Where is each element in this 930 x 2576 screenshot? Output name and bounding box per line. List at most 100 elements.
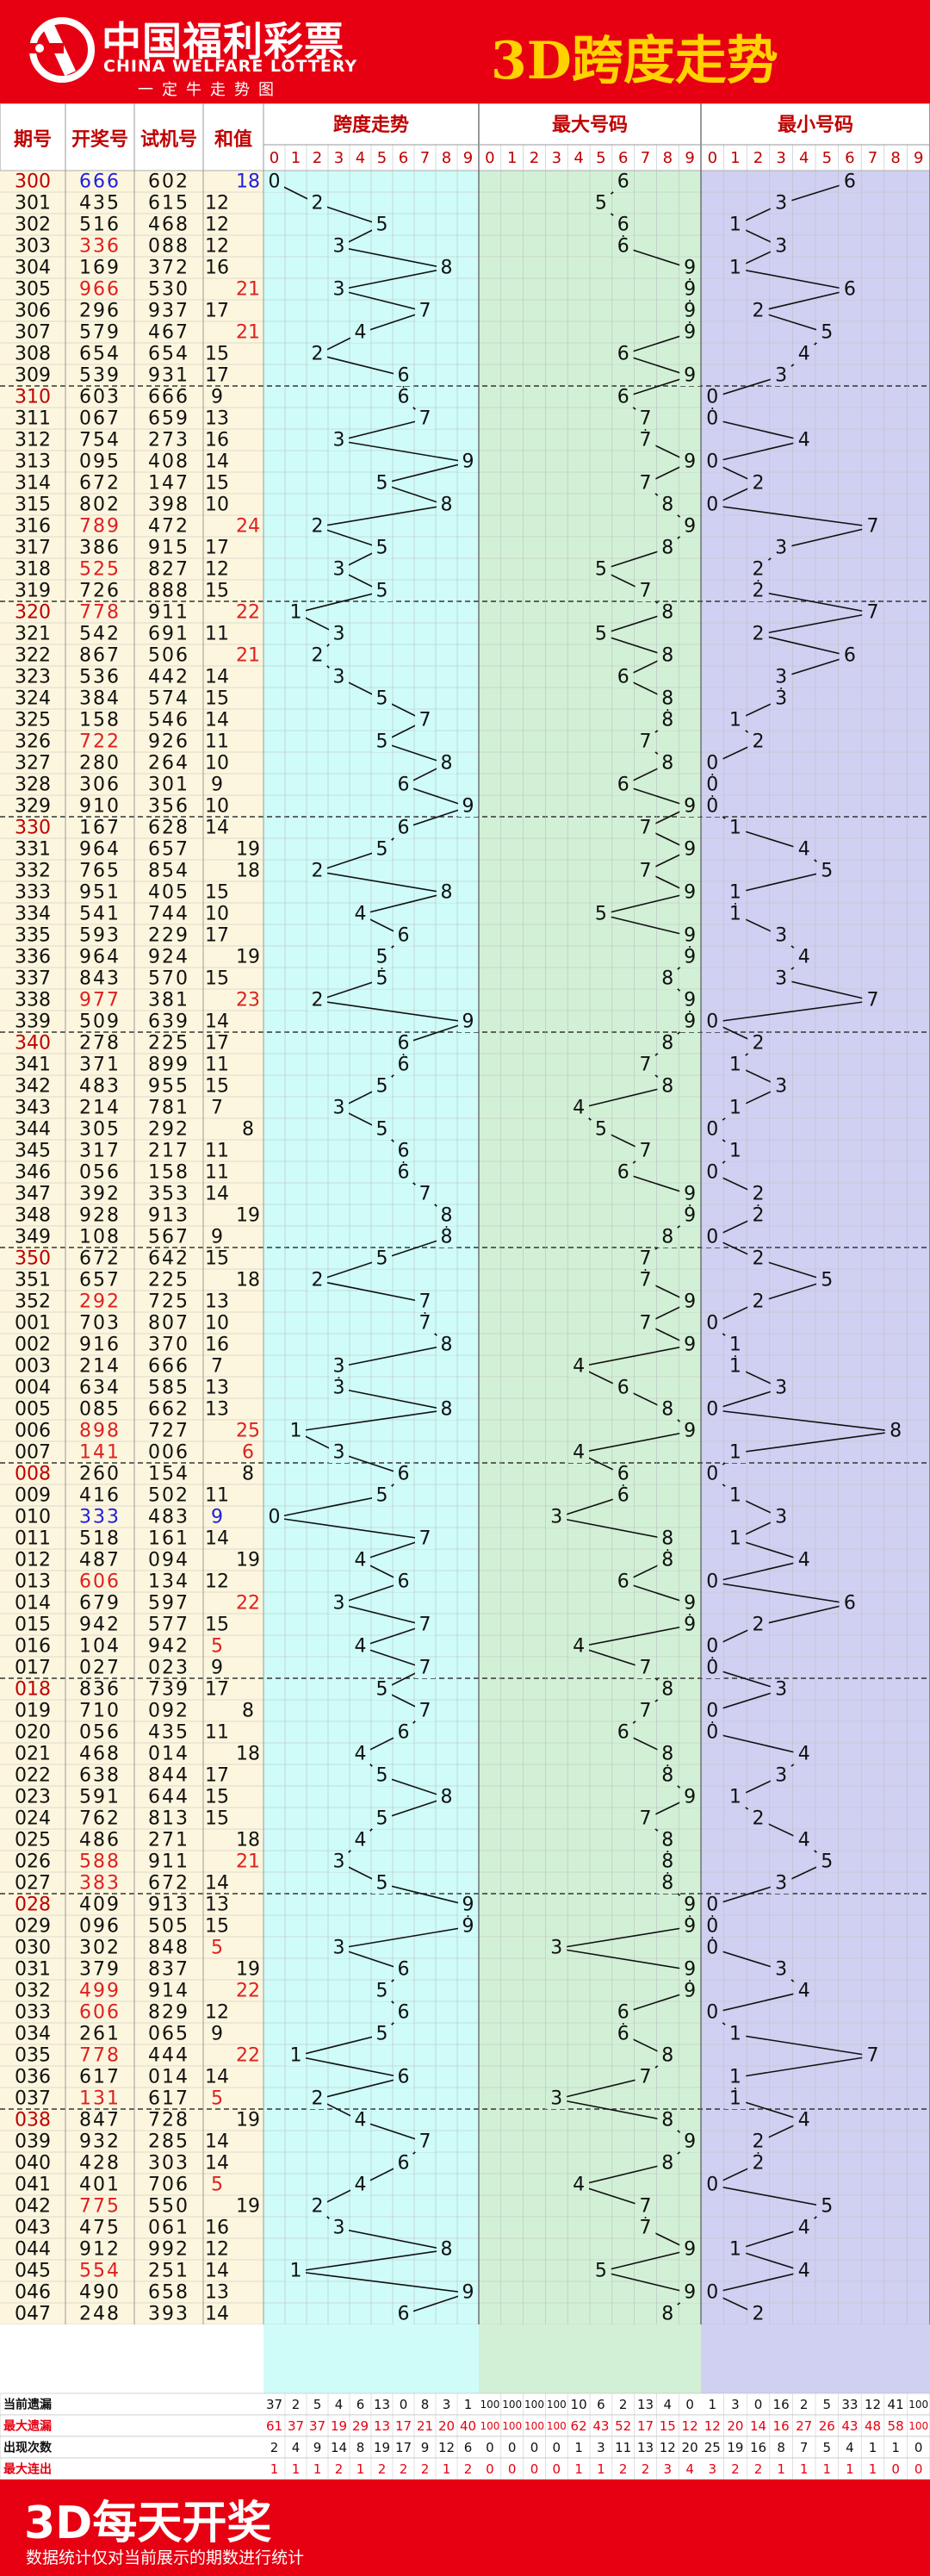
stats-value-span: 19 [374,2440,390,2455]
test-cell: 014 [148,1744,189,1765]
value-point-min: 3 [775,1378,787,1399]
draw-cell: 525 [79,559,121,581]
test-cell: 229 [148,925,189,947]
value-point-span: 3 [333,279,345,301]
period-cell: 036 [15,2067,51,2088]
value-point-min: 3 [775,667,787,688]
value-bg-min [793,2111,815,2131]
value-point-min: 5 [821,1270,833,1291]
sum-cell: 15 [205,1248,229,1270]
draw-cell: 108 [79,1227,121,1248]
sum-cell: 15 [205,968,229,990]
value-point-min: 1 [729,258,741,279]
value-point-max: 6 [617,236,629,258]
value-bg-span [372,1680,392,1700]
value-bg-min [702,775,723,795]
period-cell: 318 [15,559,51,581]
sum-cell: 13 [205,1291,229,1313]
logo-subtitle: 一定牛走势图 [138,81,282,99]
value-bg-min [747,1615,769,1635]
stats-value-max: 6 [597,2397,605,2412]
value-point-span: 1 [290,2045,302,2067]
draw-cell: 067 [79,408,121,430]
value-point-span: 3 [333,624,345,645]
test-cell: 813 [148,1808,189,1830]
period-cell: 337 [15,968,51,990]
value-bg-max [591,625,611,644]
draw-cell: 490 [79,2282,121,2304]
value-point-min: 2 [753,2153,765,2175]
draw-cell: 392 [79,1184,121,1205]
sum-cell: 14 [205,1184,229,1205]
value-point-max: 7 [640,581,652,602]
period-cell: 321 [15,624,51,645]
value-bg-max [679,1788,700,1808]
value-point-min: 7 [867,516,879,538]
stats-row [0,2436,930,2459]
table-header [0,103,930,171]
value-bg-min [839,172,861,192]
value-bg-span [286,1422,306,1441]
value-bg-max [657,1228,679,1248]
value-bg-min [816,1852,838,1872]
value-point-span: 3 [333,236,345,258]
value-point-min: 4 [798,839,810,861]
value-point-max: 5 [595,193,607,215]
digit-header-span: 2 [313,149,322,167]
value-bg-min [884,1422,907,1441]
value-bg-max [591,905,611,924]
value-bg-min [702,1702,723,1721]
value-bg-max [635,474,656,494]
stats-value-min: 2 [731,2461,740,2477]
test-cell: 937 [148,301,189,322]
value-bg-span [264,1508,284,1528]
value-bg-min [702,1917,723,1937]
value-point-max: 5 [595,624,607,645]
digit-header-max: 5 [596,149,605,167]
stats-value-max: 0 [685,2397,694,2412]
stats-value-max: 17 [637,2418,654,2434]
value-point-min: 4 [798,2110,810,2131]
value-point-min: 1 [729,818,741,839]
period-cell: 023 [15,1787,51,1808]
value-bg-min [816,1271,838,1291]
stats-value-min: 3 [731,2397,740,2412]
test-cell: 154 [148,1464,189,1485]
value-bg-span [350,905,370,924]
period-cell: 348 [15,1205,51,1227]
draw-cell: 085 [79,1399,121,1421]
value-point-span: 7 [419,1528,431,1550]
digit-header-span: 4 [356,149,365,167]
value-bg-min [793,345,815,364]
sum-cell: 9 [211,1507,223,1528]
sum-cell: 6 [242,1442,254,1464]
value-bg-min [793,2218,815,2238]
draw-cell: 932 [79,2131,121,2153]
stats-value-span: 14 [331,2440,347,2455]
period-cell: 326 [15,731,51,753]
value-point-max: 9 [684,2239,696,2261]
sum-cell: 17 [205,538,229,559]
period-cell: 007 [15,1442,51,1464]
sum-cell: 19 [236,2196,260,2218]
period-cell: 315 [15,495,51,516]
value-point-max: 8 [661,1873,673,1895]
value-bg-min [724,1788,747,1808]
sum-cell: 5 [211,2175,223,2196]
value-point-span: 8 [441,1205,453,1227]
value-point-span: 4 [355,322,367,344]
period-cell: 305 [15,279,51,301]
value-bg-span [372,948,392,968]
value-point-min: 2 [753,624,765,645]
stats-value-span: 6 [464,2440,473,2455]
test-cell: 848 [148,1938,189,1959]
sum-cell: 12 [205,2002,229,2024]
stats-value-span: 12 [438,2440,455,2455]
test-cell: 725 [148,1291,189,1313]
value-point-max: 8 [661,645,673,667]
value-point-span: 9 [462,1895,474,1916]
group-title-max: 最大号码 [552,115,628,136]
value-bg-max [635,2197,656,2217]
draw-cell: 951 [79,882,121,904]
draw-cell: 260 [79,1464,121,1485]
